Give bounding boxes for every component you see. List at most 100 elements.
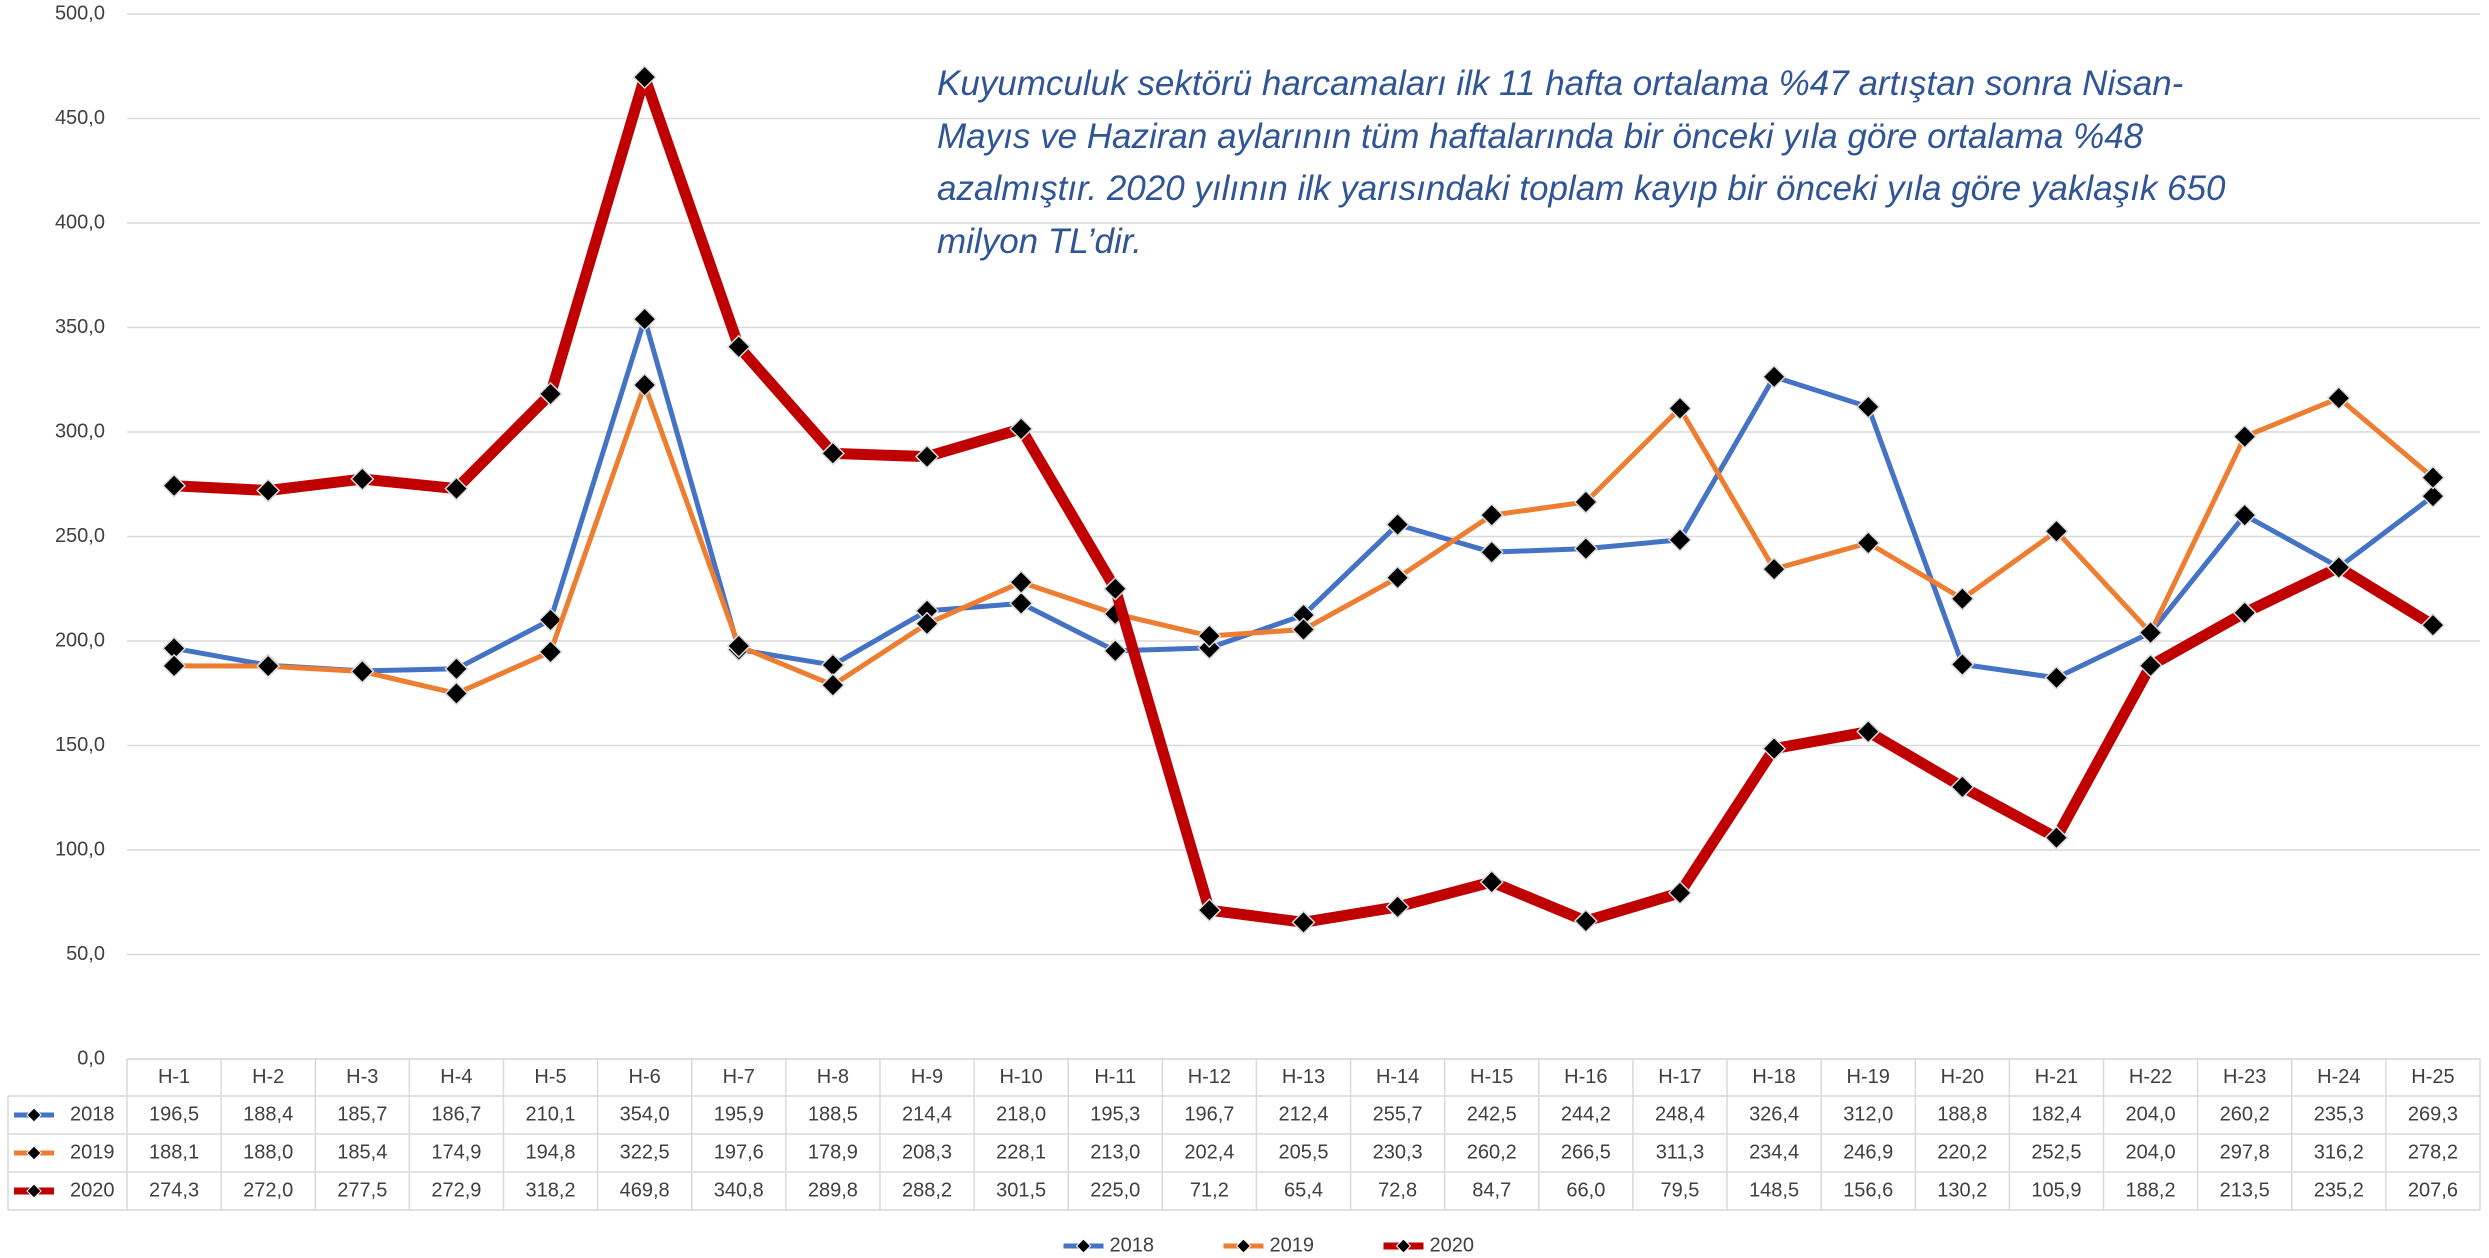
marker [1573, 489, 1598, 515]
table-cell: 230,3 [1373, 1141, 1423, 1163]
x-tick-label: H-3 [346, 1066, 378, 1088]
marker [1762, 736, 1787, 761]
marker [2044, 519, 2069, 544]
marker [2232, 424, 2257, 449]
annotation-line: Kuyumculuk sektörü harcamaları ilk 11 ha… [937, 64, 2184, 103]
table-cell: 148,5 [1749, 1179, 1799, 1201]
table-cell: 312,0 [1843, 1103, 1893, 1125]
annotation-line: milyon TL’dir. [937, 221, 1142, 261]
table-cell: 196,7 [1184, 1103, 1234, 1125]
y-tick-label: 200,0 [55, 629, 105, 651]
table-cell: 311,3 [1656, 1141, 1705, 1163]
marker [2420, 613, 2446, 638]
x-tick-label: H-18 [1752, 1066, 1795, 1088]
legend-marker [1395, 1238, 1412, 1254]
table-cell: 269,3 [2408, 1103, 2458, 1125]
table-cell: 210,1 [526, 1103, 576, 1125]
table-cell: 213,5 [2220, 1179, 2270, 1201]
marker [1385, 894, 1410, 919]
table-cell: 188,4 [243, 1103, 293, 1125]
table-cell: 214,4 [902, 1103, 952, 1125]
table-cell: 185,7 [337, 1103, 387, 1125]
table-cell: 288,2 [902, 1179, 952, 1201]
table-cell: 202,4 [1184, 1141, 1234, 1163]
marker [1762, 364, 1787, 389]
table-cell: 289,8 [808, 1179, 858, 1201]
x-tick-label: H-20 [1941, 1066, 1984, 1088]
x-tick-label: H-5 [534, 1066, 566, 1088]
legend-marker [26, 1107, 42, 1123]
marker [538, 607, 563, 632]
x-tick-label: H-6 [629, 1066, 661, 1088]
marker [2420, 465, 2446, 490]
y-tick-label: 50,0 [66, 943, 105, 965]
x-tick-label: H-21 [2035, 1066, 2078, 1088]
marker [256, 654, 281, 679]
table-cell: 272,9 [431, 1179, 481, 1201]
marker [1103, 638, 1128, 663]
table-cell: 188,1 [149, 1141, 199, 1163]
x-tick-label: H-10 [999, 1066, 1042, 1088]
marker [538, 381, 563, 407]
table-cell: 185,4 [337, 1141, 387, 1163]
marker [632, 307, 657, 332]
table-cell: 297,8 [2220, 1141, 2270, 1163]
table-cell: 260,2 [2220, 1103, 2270, 1125]
table-cell: 208,3 [902, 1141, 952, 1163]
table-cell: 242,5 [1467, 1103, 1517, 1125]
marker [1385, 565, 1410, 590]
x-tick-label: H-14 [1376, 1066, 1419, 1088]
marker [1009, 591, 1034, 616]
x-tick-label: H-12 [1188, 1066, 1231, 1088]
y-tick-label: 300,0 [55, 420, 105, 442]
marker [444, 681, 469, 706]
table-cell: 188,0 [243, 1141, 293, 1163]
table-cell: 105,9 [2031, 1179, 2081, 1201]
marker [1856, 530, 1881, 556]
x-tick-label: H-4 [440, 1066, 472, 1088]
y-tick-label: 500,0 [55, 2, 105, 24]
marker [538, 639, 563, 664]
marker [2138, 620, 2163, 645]
marker [632, 65, 657, 90]
annotation-line: Mayıs ve Haziran aylarının tüm haftaları… [937, 116, 2144, 156]
marker [1385, 512, 1410, 537]
marker [444, 476, 469, 501]
table-cell: 301,5 [996, 1179, 1046, 1201]
table-cell: 130,2 [1937, 1179, 1987, 1201]
marker [2232, 503, 2257, 528]
x-tick-label: H-15 [1470, 1066, 1513, 1088]
table-cell: 246,9 [1843, 1141, 1893, 1163]
table-cell: 194,8 [526, 1141, 576, 1163]
table-series-name: 2019 [70, 1141, 115, 1163]
x-tick-label: H-17 [1658, 1066, 1701, 1088]
x-tick-label: H-25 [2411, 1066, 2454, 1088]
marker [256, 478, 281, 503]
marker [1479, 869, 1504, 895]
table-cell: 252,5 [2031, 1141, 2081, 1163]
legend-label: 2019 [1270, 1234, 1315, 1256]
annotation: Kuyumculuk sektörü harcamaları ilk 11 ha… [937, 58, 2437, 268]
marker [1856, 394, 1881, 419]
marker [820, 652, 845, 678]
marker [1667, 527, 1693, 552]
table-cell: 84,7 [1472, 1179, 1511, 1201]
marker [1950, 652, 1975, 677]
x-tick-label: H-7 [723, 1066, 755, 1088]
marker [726, 334, 751, 359]
legend-marker [1235, 1238, 1252, 1254]
marker [726, 633, 751, 659]
table-cell: 204,0 [2126, 1103, 2176, 1125]
table-cell: 197,6 [714, 1141, 764, 1163]
table-cell: 244,2 [1561, 1103, 1611, 1125]
table-cell: 272,0 [243, 1179, 293, 1201]
marker [350, 659, 375, 684]
marker [2326, 555, 2351, 580]
x-tick-label: H-1 [158, 1066, 190, 1088]
table-cell: 316,2 [2314, 1141, 2364, 1163]
table-cell: 196,5 [149, 1103, 199, 1125]
x-tick-label: H-19 [1847, 1066, 1890, 1088]
y-tick-label: 400,0 [55, 211, 105, 233]
marker [1856, 719, 1881, 744]
marker [1197, 898, 1222, 923]
